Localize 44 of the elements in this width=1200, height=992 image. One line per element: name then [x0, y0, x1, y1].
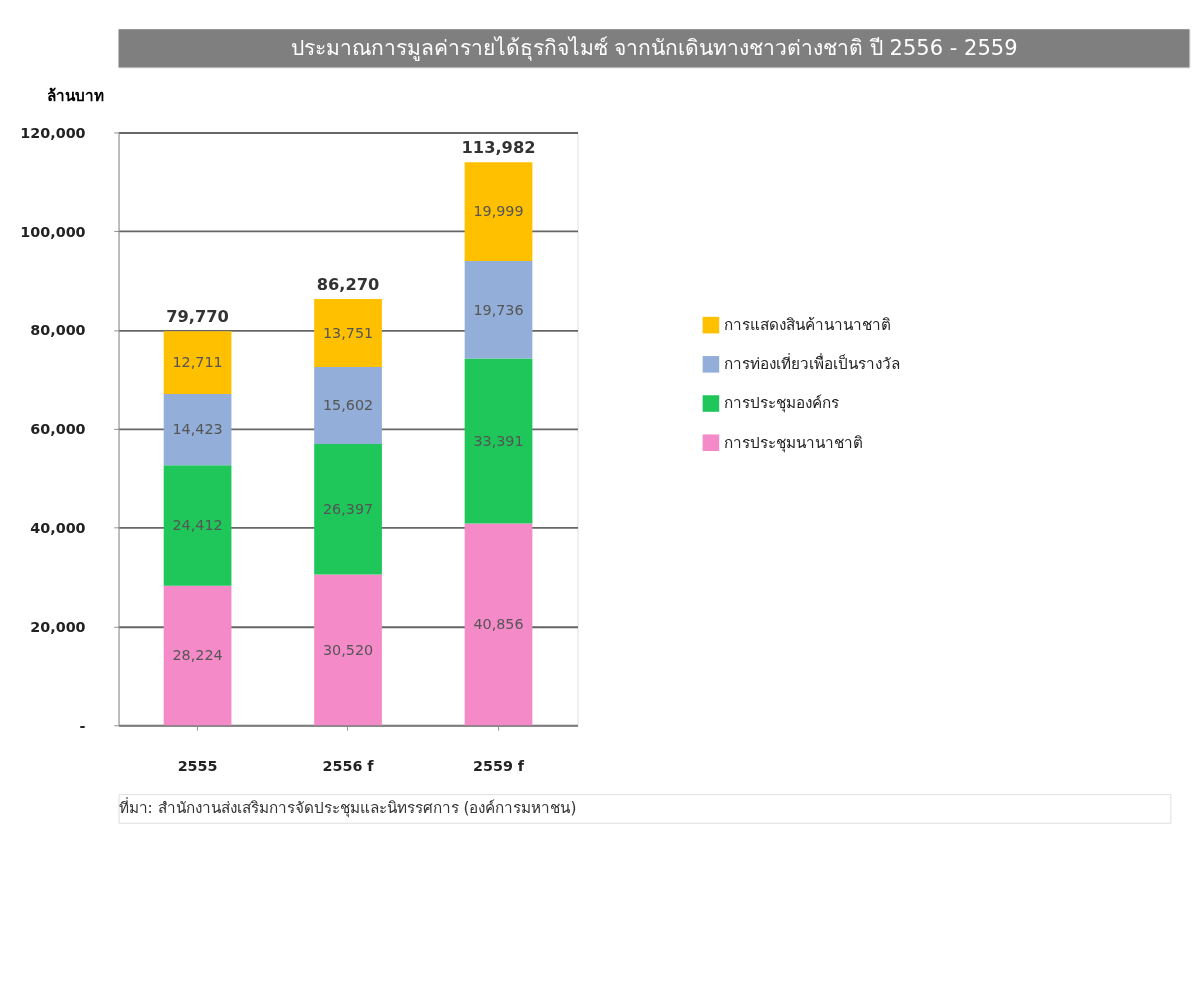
bar — [314, 367, 382, 445]
y-tick-label: - — [79, 717, 86, 734]
y-tick-label: 100,000 — [20, 223, 86, 240]
data-label: 24,412 — [172, 517, 223, 534]
data-label: 33,391 — [473, 432, 524, 449]
bar — [163, 394, 232, 466]
bar — [163, 465, 232, 586]
data-label: 19,736 — [473, 301, 524, 318]
data-label: 15,602 — [322, 397, 374, 414]
bar — [464, 162, 533, 261]
x-tick-label: 2556 f — [322, 757, 375, 774]
bar — [314, 444, 382, 575]
x-tick-label: 2555 — [177, 757, 218, 774]
bar — [464, 358, 533, 524]
bar — [464, 523, 533, 726]
data-label: 28,224 — [172, 647, 223, 664]
y-tick-label: 20,000 — [30, 618, 86, 635]
data-label: 14,423 — [172, 421, 223, 438]
text: ประมาณการมูลค่ารายได้ธุรกิจไมซ์ จากนักเดินทางชาวต่างชาติ ปี 2556 - 2559 — [290, 35, 1018, 61]
data-label: 40,856 — [473, 616, 524, 633]
legend-label: การประชุมนานาชาติ — [723, 433, 863, 453]
data-label: 19,999 — [473, 203, 524, 220]
y-tick-label: 40,000 — [30, 519, 86, 536]
data-label: 26,397 — [322, 501, 374, 518]
x-tick-label: 2559 f — [472, 757, 525, 774]
total-label: 79,770 — [166, 306, 229, 326]
data-label: 13,751 — [322, 324, 374, 341]
bar — [314, 574, 382, 726]
data-label: 30,520 — [322, 641, 374, 658]
y-tick-label: 120,000 — [20, 124, 86, 141]
legend-label: การประชุมองค์กร — [723, 394, 839, 414]
legend-label: การท่องเที่ยวเพื่อเป็นรางวัล — [723, 353, 900, 374]
text: ที่มา: สำนักงานส่งเสริมการจัดประชุมและนิทรรศการ (องค์การมหาชน) — [118, 797, 577, 819]
y-axis-title: ล้านบาท — [47, 87, 105, 106]
legend-label: การแสดงสินค้านานาชาติ — [723, 315, 891, 334]
bar — [464, 260, 533, 359]
bar — [163, 331, 232, 394]
bar — [314, 299, 382, 368]
y-tick-label: 80,000 — [30, 322, 86, 339]
y-tick-label: 60,000 — [30, 421, 86, 438]
total-label: 86,270 — [316, 274, 380, 294]
bar — [163, 585, 232, 726]
total-label: 113,982 — [461, 137, 536, 157]
data-label: 12,711 — [172, 354, 223, 371]
